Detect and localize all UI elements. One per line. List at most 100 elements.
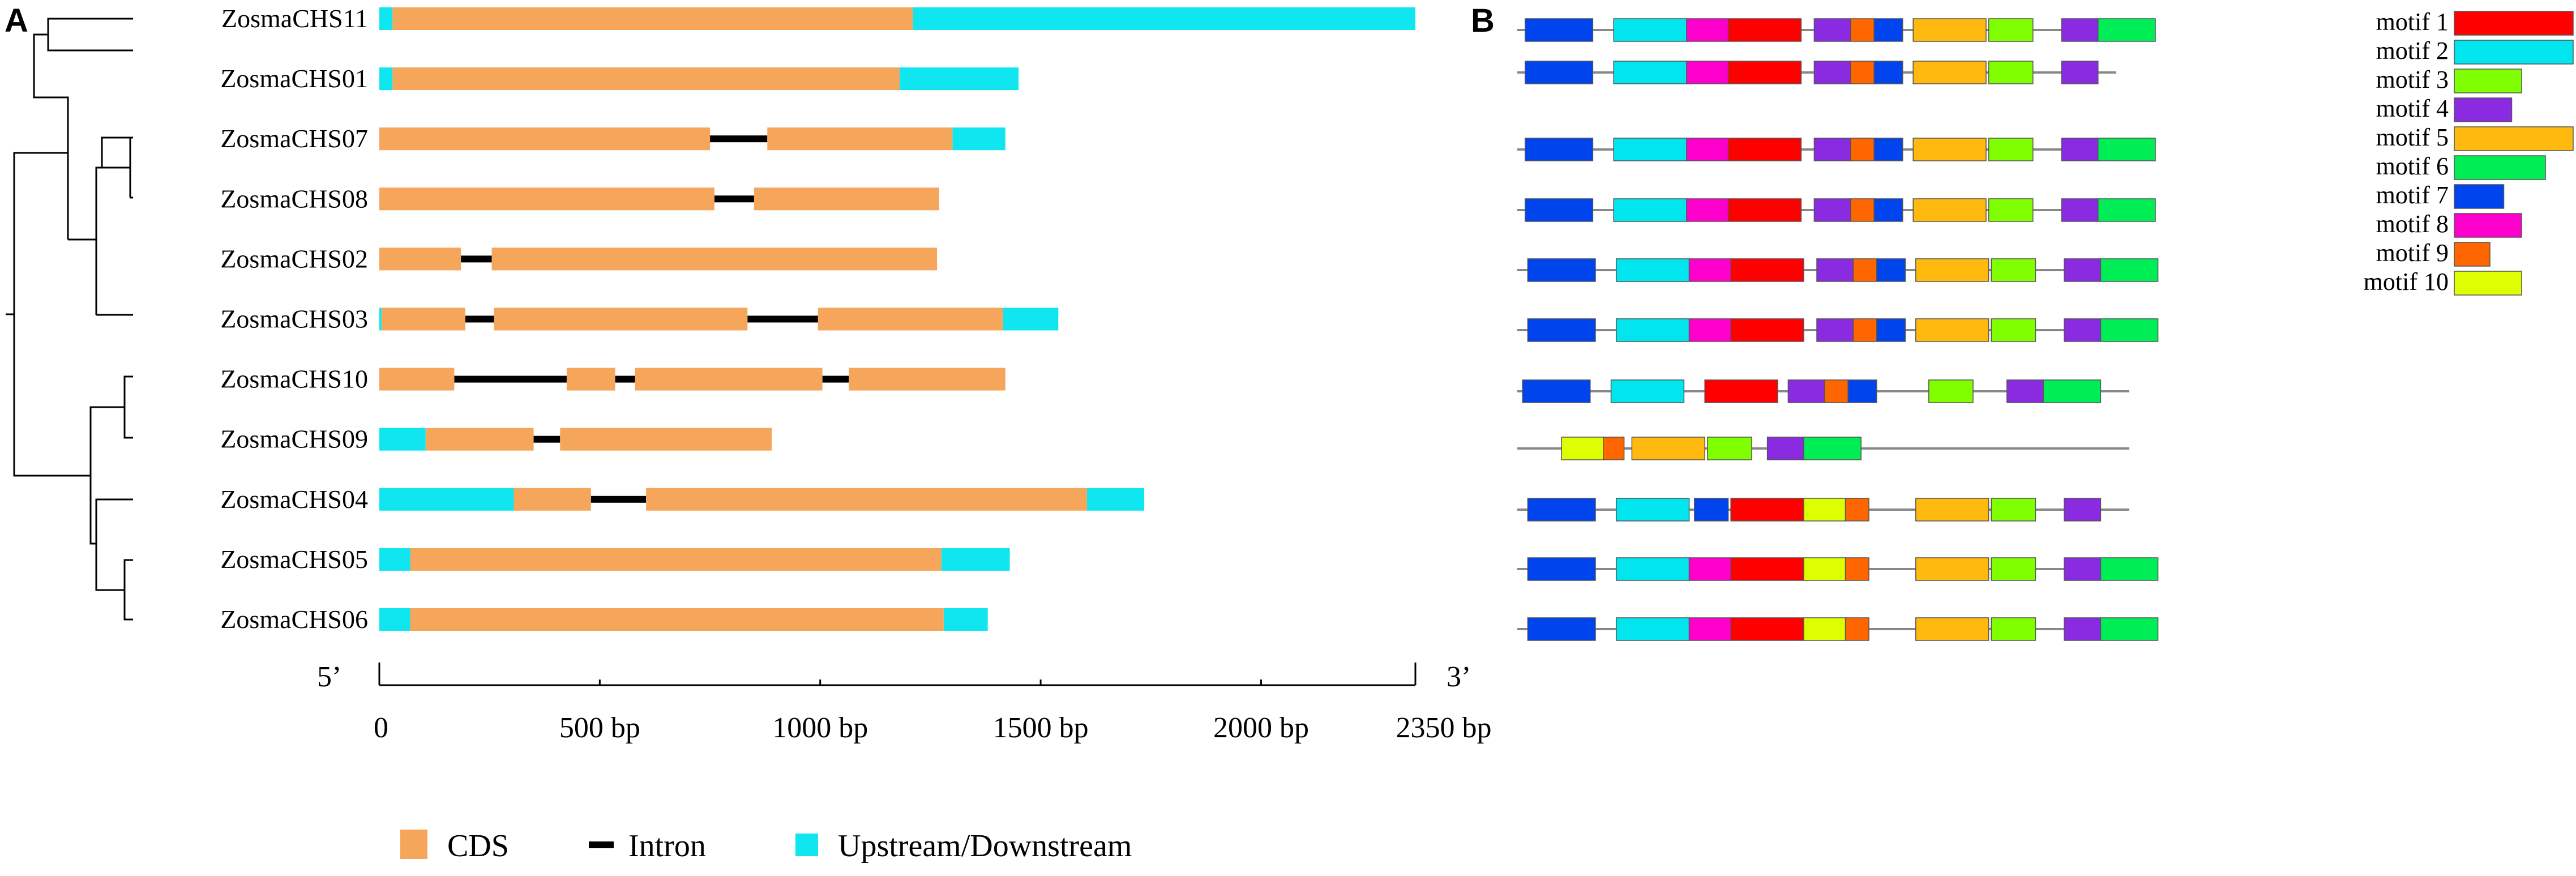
phylogenetic-tree	[6, 18, 133, 621]
gene-row-zosmachs02: ZosmaCHS02	[220, 244, 938, 273]
motif-7-block	[1527, 617, 1596, 641]
motif-7-block	[1694, 498, 1729, 522]
gene-label: ZosmaCHS10	[220, 365, 368, 394]
motif-row-zosmachs06	[1517, 617, 2159, 641]
cds-exon	[754, 187, 939, 211]
motif-2-block	[1616, 557, 1690, 581]
motif-4-block	[1816, 258, 1854, 282]
upstream-region	[379, 548, 410, 571]
motif-4-block	[2061, 18, 2099, 42]
motif-7-block	[1527, 498, 1596, 522]
motif-1-block	[1730, 258, 1804, 282]
motif-2-block	[1613, 138, 1687, 161]
cds-exon	[566, 368, 615, 391]
motif-7-block	[1525, 138, 1594, 161]
gene-row-zosmachs04: ZosmaCHS04	[220, 485, 1145, 514]
motif-7-block	[1525, 198, 1594, 222]
motif-1-block	[1730, 617, 1804, 641]
motif-row-zosmachs10	[1517, 379, 2129, 403]
gene-row-zosmachs03: ZosmaCHS03	[220, 305, 1059, 334]
motif-7-block	[1525, 61, 1594, 84]
motif-9-block	[1850, 138, 1875, 161]
motif-6-block	[2098, 198, 2156, 222]
motif-5-block	[1912, 138, 1987, 161]
axis-tick-label: 1500 bp	[993, 712, 1089, 744]
motif-legend-label: motif 4	[2376, 95, 2449, 122]
panel-b-letter: B	[1471, 2, 1495, 39]
legend-utr-label: Upstream/Downstream	[838, 828, 1132, 864]
motif-6-block	[2043, 379, 2102, 403]
tree-branch	[95, 498, 133, 591]
legend-intron-swatch	[589, 841, 614, 848]
motif-1-block	[1727, 198, 1802, 222]
gene-label: ZosmaCHS11	[221, 4, 368, 33]
motif-8-block	[1688, 258, 1731, 282]
motif-3-block	[1991, 318, 2036, 342]
motif-4-block	[1816, 318, 1854, 342]
motif-row-zosmachs09	[1517, 437, 2129, 460]
motif-7-block	[1527, 557, 1596, 581]
motif-3-block	[1991, 617, 2036, 641]
motif-8-block	[1686, 138, 1729, 161]
motif-6-block	[1803, 437, 1862, 460]
tree-branch	[47, 18, 133, 52]
motif-6-block	[2100, 318, 2159, 342]
intron	[590, 495, 647, 503]
gene-label: ZosmaCHS08	[220, 184, 368, 213]
motif-2-block	[1616, 258, 1690, 282]
motif-8-block	[1686, 61, 1729, 84]
motif-2-block	[1616, 318, 1690, 342]
motif-7-block	[1522, 379, 1591, 403]
gene-label: ZosmaCHS03	[220, 305, 368, 334]
motif-7-block	[1876, 318, 1906, 342]
motif-legend-swatch	[2454, 184, 2505, 209]
motif-2-block	[1616, 498, 1690, 522]
tree-branch	[13, 152, 28, 477]
cds-exon	[379, 187, 714, 211]
panel-a-axis: 5’ 3’ 0 500 bp 1000 bp 1500 bp 2000 bp 2350 bp	[317, 661, 1492, 744]
motif-legend-swatch	[2454, 126, 2574, 151]
legend-intron-label: Intron	[628, 828, 706, 864]
motif-row-zosmachs11	[1517, 18, 2156, 42]
motif-9-block	[1852, 318, 1877, 342]
motif-1-block	[1730, 318, 1804, 342]
motif-7-block	[1525, 18, 1594, 42]
motif-7-block	[1876, 258, 1906, 282]
motif-row-zosmachs01	[1517, 61, 2116, 84]
motif-1-block	[1704, 379, 1778, 403]
downstream-region	[941, 548, 1010, 571]
motif-3-block	[1991, 258, 2036, 282]
gene-row-zosmachs07: ZosmaCHS07	[220, 124, 1005, 153]
motif-7-block	[1873, 61, 1903, 84]
panel-b-motif-rows	[1517, 18, 2159, 641]
motif-9-block	[1824, 379, 1848, 403]
upstream-region	[379, 67, 393, 91]
motif-5-block	[1915, 318, 1989, 342]
legend-utr-swatch	[795, 834, 818, 856]
motif-9-block	[1852, 258, 1877, 282]
motif-9-block	[1850, 18, 1875, 42]
motif-legend-swatch	[2454, 11, 2574, 36]
panel-a-gene-structures: ZosmaCHS11 ZosmaCHS01 ZosmaCHS07 ZosmaCHS08…	[220, 4, 1415, 634]
motif-5-block	[1915, 498, 1989, 522]
axis-tick-label: 500 bp	[559, 712, 640, 744]
gene-row-zosmachs11: ZosmaCHS11	[221, 4, 1415, 33]
motif-4-block	[2064, 617, 2102, 641]
motif-legend-label: motif 5	[2376, 123, 2449, 151]
motif-9-block	[1845, 617, 1869, 641]
motif-row-zosmachs03	[1517, 318, 2159, 342]
five-prime-label: 5’	[317, 661, 341, 693]
motif-2-block	[1613, 198, 1687, 222]
motif-legend-swatch	[2454, 271, 2522, 296]
motif-4-block	[1813, 198, 1851, 222]
motif-row-zosmachs02	[1517, 258, 2159, 282]
motif-7-block	[1847, 379, 1877, 403]
intron	[714, 195, 754, 203]
motif-5-block	[1912, 198, 1987, 222]
motif-6-block	[2100, 557, 2159, 581]
intron	[615, 375, 635, 383]
motif-2-block	[1610, 379, 1685, 403]
axis-tick-label: 1000 bp	[772, 712, 868, 744]
motif-2-block	[1613, 61, 1687, 84]
